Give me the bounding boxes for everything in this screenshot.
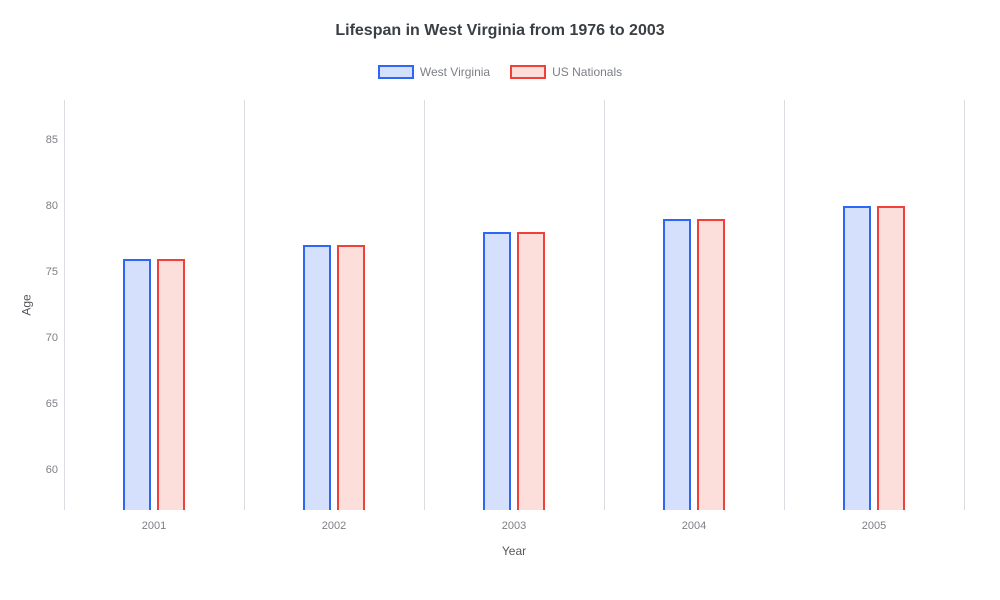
legend-item-series1: West Virginia — [378, 65, 490, 79]
legend-label-series2: US Nationals — [552, 65, 622, 79]
y-tick: 85 — [36, 134, 58, 146]
bar-series1 — [123, 259, 151, 510]
x-tick: 2004 — [682, 520, 706, 532]
bar-series2 — [337, 245, 365, 510]
bar-series1 — [663, 219, 691, 510]
bar-series2 — [697, 219, 725, 510]
chart-title: Lifespan in West Virginia from 1976 to 2… — [0, 0, 1000, 40]
x-tick: 2005 — [862, 520, 886, 532]
y-tick: 70 — [36, 332, 58, 344]
plot-area: Age 606570758085 20012002200320042005 Ye… — [64, 100, 964, 510]
bar-series2 — [517, 232, 545, 510]
legend-item-series2: US Nationals — [510, 65, 622, 79]
y-tick: 60 — [36, 464, 58, 476]
gridline — [964, 100, 965, 510]
bar-series2 — [877, 206, 905, 510]
legend: West Virginia US Nationals — [0, 65, 1000, 79]
bars-area: 20012002200320042005 — [64, 100, 964, 510]
legend-swatch-series1 — [378, 65, 414, 79]
bar-series1 — [483, 232, 511, 510]
y-tick: 65 — [36, 398, 58, 410]
x-tick: 2003 — [502, 520, 526, 532]
bar-series1 — [303, 245, 331, 510]
x-tick: 2001 — [142, 520, 166, 532]
legend-swatch-series2 — [510, 65, 546, 79]
y-tick: 80 — [36, 200, 58, 212]
x-axis-label: Year — [502, 544, 526, 558]
bar-series1 — [843, 206, 871, 510]
x-tick: 2002 — [322, 520, 346, 532]
y-tick: 75 — [36, 266, 58, 278]
legend-label-series1: West Virginia — [420, 65, 490, 79]
y-axis-label: Age — [20, 294, 34, 315]
bar-series2 — [157, 259, 185, 510]
